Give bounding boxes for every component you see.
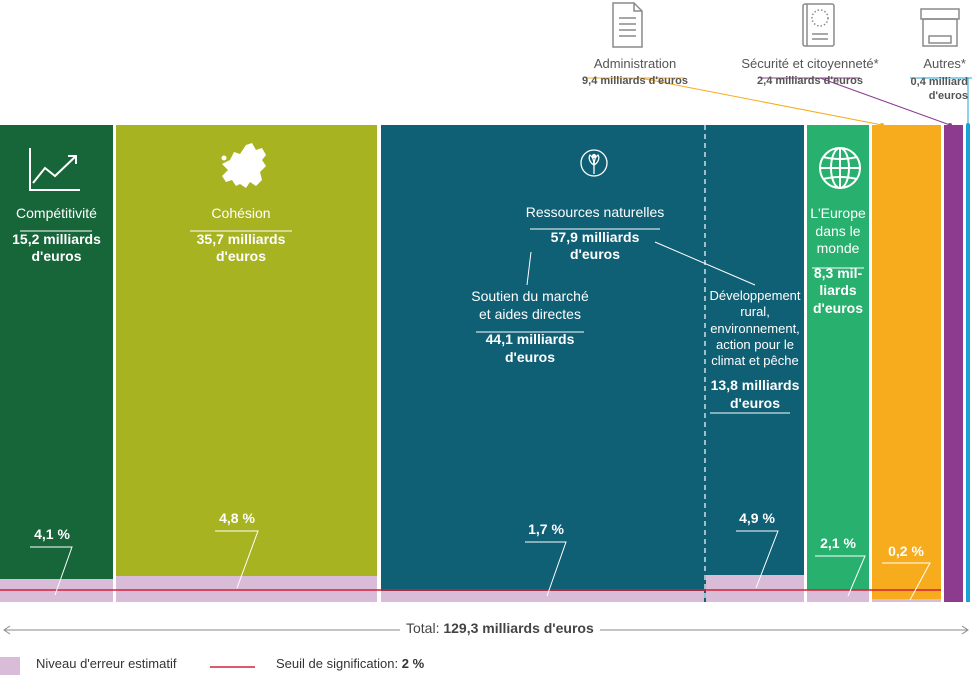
legend-threshold-value: 2 % bbox=[401, 656, 425, 671]
label-administration: Administration 9,4 milliards d'euros bbox=[575, 56, 695, 87]
legend-error-swatch bbox=[0, 657, 20, 675]
label-soutien-value: 44,1 milliards d'euros bbox=[485, 331, 575, 365]
pct-competitivite: 4,1 % bbox=[34, 526, 70, 542]
label-competitivite-value: 15,2 milliards d'euros bbox=[12, 230, 101, 265]
leader-securite bbox=[819, 77, 951, 126]
bar-ressources bbox=[381, 125, 804, 602]
label-administration-value: 9,4 milliards d'euros bbox=[582, 75, 688, 87]
pct-ressources: 1,7 % bbox=[528, 521, 564, 537]
label-securite-name: Sécurité et citoyenneté* bbox=[741, 56, 879, 71]
error-administration bbox=[872, 599, 941, 602]
bar-cohesion bbox=[116, 125, 377, 602]
label-cohesion: Cohésion 35,7 milliards d'euros bbox=[186, 205, 296, 266]
legend-error-label: Niveau d'erreur estimatif bbox=[36, 656, 177, 671]
label-ressources: Ressources naturelles 57,9 milliards d'e… bbox=[520, 204, 670, 264]
error-developpement bbox=[706, 575, 804, 602]
plant-icon bbox=[580, 149, 608, 177]
label-cohesion-name: Cohésion bbox=[211, 205, 271, 221]
label-cohesion-value: 35,7 milliards d'euros bbox=[196, 230, 286, 265]
label-europe-name: L'Europe dans le monde bbox=[810, 205, 866, 256]
pct-pointer-competitivite bbox=[30, 546, 73, 596]
legend-threshold: Seuil de signification: 2 % bbox=[276, 656, 424, 671]
box-icon bbox=[920, 8, 960, 47]
leader-autres-dot bbox=[966, 123, 970, 127]
label-ressources-name: Ressources naturelles bbox=[525, 204, 665, 220]
label-europe-value: 8,3 mil-liards d'euros bbox=[812, 264, 863, 316]
chart-up-icon bbox=[29, 148, 80, 191]
bar-autres bbox=[966, 125, 970, 602]
pct-developpement: 4,9 % bbox=[739, 510, 775, 526]
globe-icon bbox=[819, 147, 861, 189]
bar-securite bbox=[944, 125, 963, 602]
bar-administration bbox=[872, 125, 941, 602]
label-administration-name: Administration bbox=[593, 56, 677, 71]
total-value: 129,3 milliards d'euros bbox=[443, 620, 594, 636]
label-soutien-name: Soutien du marché et aides directes bbox=[471, 288, 589, 322]
label-autres: Autres* 0,4 milliard d'euros bbox=[908, 56, 972, 104]
label-securite-value: 2,4 milliards d'euros bbox=[757, 75, 863, 87]
label-ressources-value: 57,9 milliards d'euros bbox=[550, 228, 640, 263]
label-developpement-value: 13,8 milliards d'euros bbox=[710, 377, 800, 411]
pct-administration: 0,2 % bbox=[888, 543, 924, 559]
connector-soutien bbox=[526, 251, 532, 286]
pct-pointer-administration bbox=[882, 562, 931, 601]
error-europe bbox=[807, 590, 869, 602]
error-soutien bbox=[381, 591, 704, 602]
label-developpement: Développement rural, environnement, acti… bbox=[708, 288, 802, 412]
pct-europe: 2,1 % bbox=[820, 535, 856, 551]
label-europe: L'Europe dans le monde 8,3 mil-liards d'… bbox=[808, 205, 868, 317]
europe-map-icon bbox=[221, 143, 266, 188]
leader-administration-dot bbox=[880, 123, 884, 127]
connector-developpement bbox=[654, 241, 756, 286]
total-label-text: Total: bbox=[406, 620, 440, 636]
bar-competitivite bbox=[0, 125, 113, 602]
bar-europe bbox=[807, 125, 869, 602]
error-cohesion bbox=[116, 576, 377, 602]
pct-pointer-cohesion bbox=[215, 530, 259, 589]
total-label: Total: 129,3 milliards d'euros bbox=[400, 620, 600, 636]
label-competitivite: Compétitivité 15,2 milliards d'euros bbox=[4, 205, 109, 266]
label-securite: Sécurité et citoyenneté* 2,4 milliards d… bbox=[735, 56, 885, 87]
label-developpement-name: Développement rural, environnement, acti… bbox=[709, 288, 801, 368]
legend-threshold-label: Seuil de signification: bbox=[276, 656, 399, 671]
pct-pointer-europe bbox=[815, 555, 866, 597]
leader-securite-dot bbox=[948, 123, 952, 127]
legend-error: Niveau d'erreur estimatif bbox=[36, 656, 176, 671]
pct-pointer-ressources bbox=[525, 541, 567, 597]
passport-icon bbox=[802, 3, 835, 47]
pct-pointer-developpement bbox=[736, 530, 779, 589]
label-competitivite-name: Compétitivité bbox=[16, 205, 97, 221]
leader-administration bbox=[639, 77, 883, 126]
label-soutien: Soutien du marché et aides directes 44,1… bbox=[466, 288, 594, 366]
label-autres-value: 0,4 milliard d'euros bbox=[910, 76, 968, 103]
document-icon bbox=[612, 2, 643, 48]
pct-cohesion: 4,8 % bbox=[219, 510, 255, 526]
label-autres-name: Autres* bbox=[923, 56, 966, 71]
